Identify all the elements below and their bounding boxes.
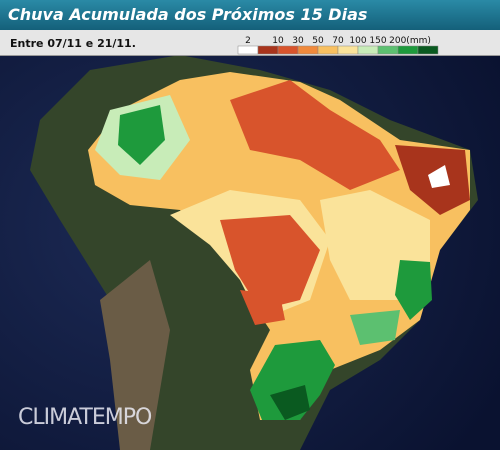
legend-label: 30 [292,36,304,46]
rain-green [350,310,400,345]
rain-green [395,260,432,320]
legend-swatch [417,45,439,55]
legend-label: 10 [272,36,284,46]
legend-label: 70 [332,36,344,46]
rain-red [220,215,320,310]
andes [100,260,170,450]
subtitle: Entre 07/11 e 21/11. [10,37,136,50]
watermark: CLIMATEMPO [18,405,152,430]
legend-swatch [237,45,259,55]
rain-red [230,80,400,190]
title: Chuva Acumulada dos Próximos 15 Dias [0,0,500,30]
legend-label: 150 [369,36,386,46]
rain-darkgreen [270,385,310,420]
legend: 2 10 30 50 70 100 150 200(mm) [237,36,439,55]
rain-white [428,165,450,188]
legend-swatch [297,45,319,55]
legend-swatch [277,45,299,55]
legend-swatch [397,45,419,55]
legend-swatch [317,45,339,55]
rain-green [118,105,165,165]
legend-label: 100 [349,36,366,46]
rain-red [240,290,285,325]
legend-swatch [357,45,379,55]
legend-label: 2 [245,36,251,46]
legend-layer: 2 10 30 50 70 100 150 200(mm) [237,36,439,55]
legend-swatch [377,45,399,55]
legend-swatch [337,45,359,55]
legend-label: 50 [312,36,324,46]
legend-label: 200(mm) [389,36,431,46]
legend-swatch [257,45,279,55]
rain-green [250,340,335,420]
